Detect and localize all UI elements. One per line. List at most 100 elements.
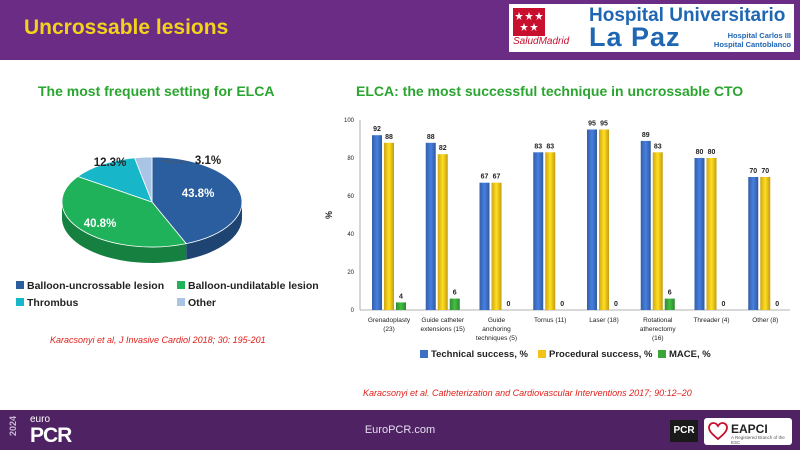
bar-citation: Karacsonyi et al. Catheterization and Ca… [363,388,692,398]
bar-value-label: 83 [654,143,662,150]
pie-slice [134,156,153,203]
bar-value-label: 83 [546,143,554,150]
eapci-text: EAPCI [731,422,768,436]
bar-value-label: 92 [373,126,381,133]
bar-value-label: 6 [668,290,672,297]
bar [706,158,717,310]
bar-value-label: 0 [775,301,779,308]
heart-icon [708,422,728,440]
x-tick-label: Guide catheter extensions (15) [421,317,465,333]
bar-value-label: 70 [749,168,757,175]
pie-section-title: The most frequent setting for ELCA [38,83,275,99]
bar [396,302,406,310]
pie-chart: 43.8% 40.8% 12.3% 3.1% [61,155,243,263]
x-tick-label: Rotational atherectomy (16) [640,317,677,342]
bar-value-label: 0 [507,301,511,308]
bar [694,158,705,310]
pie-slice-label: 12.3% [94,157,127,169]
bar [545,152,556,310]
legend-label: MACE, % [669,349,711,360]
bar-value-label: 82 [439,145,447,152]
legend-label: Procedural success, % [549,349,653,360]
bar-value-label: 83 [534,143,542,150]
x-tick-label: Threader (4) [693,317,729,324]
hospital-subnames: Hospital Carlos III Hospital Cantoblanco [709,31,791,49]
bar-value-label: 0 [614,301,618,308]
bar [372,135,382,310]
bar-value-label: 89 [642,132,650,139]
y-tick-label: 40 [347,232,354,238]
footer-bar: 2024 euro PCR EuroPCR.com PCR EAPCI A Re… [0,410,800,450]
legend-label: Balloon-uncrossable lesion [27,280,165,292]
bar-section-title: ELCA: the most successful technique in u… [356,83,744,99]
legend-swatch [16,281,24,289]
legend-label: Technical success, % [431,349,529,360]
bar [760,177,771,310]
bar-value-label: 70 [761,168,769,175]
bar [449,298,460,310]
hospital-sub2: Hospital Cantoblanco [713,40,791,49]
pie-slice-label: 43.8% [182,188,215,200]
slide-title: Uncrossable lesions [24,16,229,39]
hospital-logo: SaludMadrid Hospital Universitario La Pa… [509,4,794,52]
hospital-name-line2: La Paz [589,22,681,52]
bar [533,152,544,310]
legend-swatch [538,350,546,358]
pie-leader-line [161,159,188,163]
bar-value-label: 88 [385,134,393,141]
salud-madrid-text: SaludMadrid [513,36,570,47]
bar-value-label: 4 [399,293,403,300]
pie-legend-item: Thrombus [16,297,78,309]
legend-label: Thrombus [27,297,79,309]
legend-swatch [177,298,185,306]
legend-label: Other [188,297,217,309]
pie-legend-item: Balloon-undilatable lesion [177,280,319,292]
x-tick-label: Guide anchoring techniques (5) [476,317,517,342]
bar [479,182,490,310]
bar-value-label: 0 [560,301,564,308]
footer-brand-large: PCR [30,424,72,447]
bar [425,142,436,310]
bar [587,129,597,310]
bar-value-label: 6 [453,290,457,297]
bar-value-label: 67 [481,174,489,181]
bar [599,129,609,310]
legend-swatch [658,350,666,358]
x-tick-label: Tornus (11) [534,317,566,324]
hospital-name-line1: Hospital Universitario [589,5,786,26]
pie-slice-label: 3.1% [195,155,221,167]
header-bar: Uncrossable lesions SaludMadrid Hospital… [0,0,800,60]
bar [652,152,663,310]
y-tick-label: 0 [351,308,355,314]
bar [664,298,675,310]
y-tick-label: 20 [347,270,354,276]
bar-value-label: 67 [493,174,501,181]
legend-swatch [16,298,24,306]
bar-value-label: 0 [722,301,726,308]
pcr-badge: PCR [670,420,698,442]
legend-swatch [420,350,428,358]
eapci-logo: EAPCI A Registered Branch of the ESC [704,418,792,445]
legend-swatch [177,281,185,289]
pie-slice-side [186,202,242,260]
madrid-star-icon [513,8,545,36]
pie-citation: Karacsonyi et al, J Invasive Cardiol 201… [50,335,266,345]
bar [384,142,394,310]
bar-value-label: 80 [708,149,716,156]
y-axis-label: % [324,211,334,219]
legend-label: Balloon-undilatable lesion [188,280,319,292]
hospital-sub1: Hospital Carlos III [727,31,791,40]
y-tick-label: 60 [347,194,354,200]
pie-slice [151,156,243,245]
x-tick-label: Grenadoplasty (23) [368,317,411,333]
pie-legend-item: Balloon-uncrossable lesion [16,280,164,292]
x-tick-label: Laser (18) [589,317,619,324]
bar [748,177,759,310]
bar-value-label: 95 [588,121,596,128]
bar [491,182,502,310]
bar [437,154,448,310]
footer-url[interactable]: EuroPCR.com [364,424,436,436]
eapci-subtext: A Registered Branch of the ESC [731,435,785,445]
bar-value-label: 95 [600,121,608,128]
y-tick-label: 80 [347,156,354,162]
